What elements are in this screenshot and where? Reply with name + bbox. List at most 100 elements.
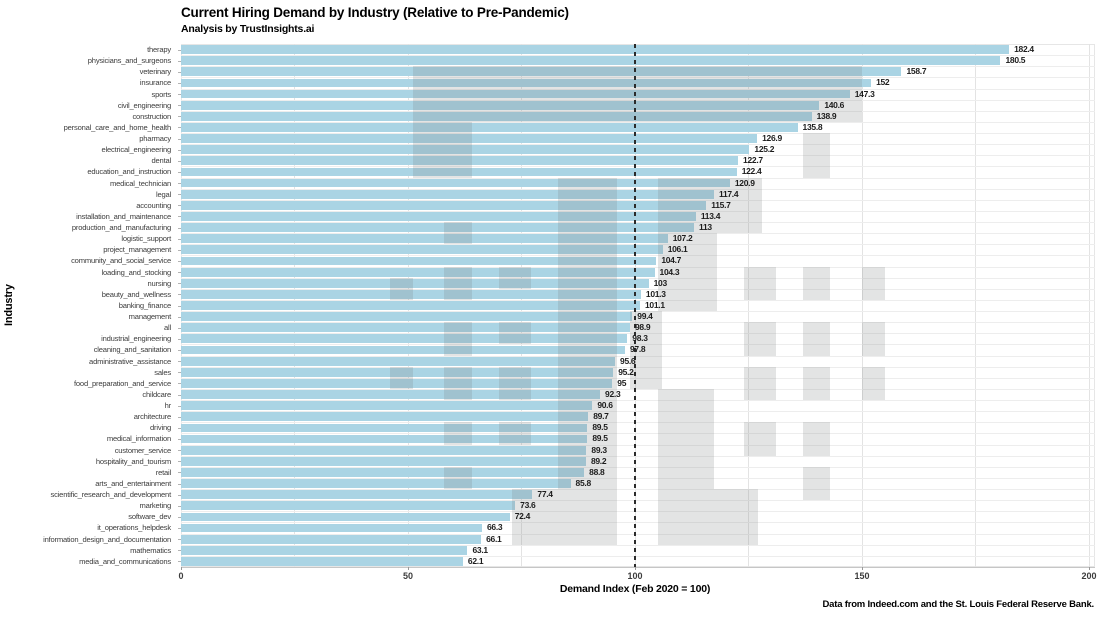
bar-loading_and_stocking <box>181 267 655 277</box>
y-tick <box>178 405 181 407</box>
overlay-box <box>412 121 472 178</box>
y-axis-label-construction: construction <box>132 111 171 121</box>
grid-line-row <box>181 255 1095 257</box>
bar-education_and_instruction <box>181 167 737 177</box>
grid-line-row <box>181 466 1095 468</box>
bar-value-label: 147.3 <box>854 88 875 99</box>
grid-line-row <box>181 99 1095 101</box>
grid-line-row <box>181 77 1095 79</box>
bar-value-label: 97.8 <box>630 344 646 355</box>
x-tick-label-150: 150 <box>854 571 870 581</box>
bar-value-label: 140.6 <box>824 99 845 110</box>
grid-line-row <box>181 177 1095 179</box>
bar-childcare <box>181 390 601 399</box>
bar-food_preparation_and_service <box>181 378 613 388</box>
bar-hr <box>181 401 593 411</box>
bar-value-label: 104.7 <box>661 255 682 266</box>
overlay-box <box>498 422 531 445</box>
overlay-box <box>444 366 472 401</box>
reference-line-100 <box>634 44 636 567</box>
y-axis-label-project_management: project_management <box>103 245 171 255</box>
y-axis-labels: therapy physicians_and_surgeons veterinary… <box>0 44 181 567</box>
overlay-box <box>802 366 831 401</box>
y-tick <box>178 82 181 84</box>
y-tick <box>178 149 181 151</box>
bar-value-label: 89.7 <box>593 411 609 422</box>
grid-line-x-125 <box>748 44 749 567</box>
bar-physicians_and_surgeons <box>181 56 1001 66</box>
bar-value-label: 182.4 <box>1014 44 1034 54</box>
y-tick <box>178 116 181 118</box>
bar-management <box>181 312 633 322</box>
overlay-box <box>862 366 885 401</box>
bar-project_management <box>181 245 663 255</box>
bar-value-label: 62.1 <box>467 555 484 566</box>
grid-line-row <box>181 477 1095 479</box>
y-axis-label-software_dev: software_dev <box>128 512 171 522</box>
bar-value-label: 115.7 <box>711 199 731 210</box>
grid-line-x-200 <box>1088 44 1090 567</box>
y-tick <box>178 49 181 51</box>
bar-value-label: 122.4 <box>741 166 762 177</box>
y-tick <box>178 350 181 351</box>
grid-line-row <box>181 422 1095 424</box>
y-axis-label-nursing: nursing <box>147 278 171 288</box>
grid-line-row <box>181 555 1095 557</box>
overlay-box <box>657 489 758 545</box>
y-tick <box>178 528 181 530</box>
y-axis-label-sports: sports <box>151 89 172 99</box>
grid-line-row <box>181 88 1095 90</box>
bar-value-label: 138.9 <box>816 110 837 121</box>
bar-scientific_research_and_development <box>181 490 533 500</box>
overlay-box <box>657 177 763 234</box>
overlay-box <box>862 322 885 356</box>
y-tick <box>178 160 181 162</box>
bar-software_dev <box>181 512 510 522</box>
grid-line-row <box>181 544 1095 546</box>
grid-line-row <box>181 400 1095 402</box>
overlay-box <box>743 366 776 401</box>
grid-line-row <box>181 355 1095 357</box>
bar-value-label: 89.2 <box>590 455 607 466</box>
x-tick-label-50: 50 <box>402 571 414 581</box>
grid-line-row <box>181 322 1095 324</box>
y-tick <box>178 227 181 229</box>
bar-value-label: 126.9 <box>762 133 782 144</box>
bar-value-label: 88.8 <box>589 466 605 477</box>
y-axis-label-physicians_and_surgeons: physicians_and_surgeons <box>87 56 171 66</box>
bar-it_operations_helpdesk <box>181 523 482 533</box>
y-axis-label-sales: sales <box>154 367 171 377</box>
grid-line-row <box>181 433 1095 435</box>
overlay-box <box>444 322 472 356</box>
y-axis-label-administrative_assistance: administrative_assistance <box>89 356 171 366</box>
bar-cleaning_and_sanitation <box>181 345 625 355</box>
y-axis-label-management: management <box>128 312 172 322</box>
x-tick-50 <box>407 567 409 570</box>
overlay-box <box>862 266 885 300</box>
y-tick <box>178 294 181 296</box>
x-tick-150 <box>861 567 863 570</box>
y-axis-label-education_and_instruction: education_and_instruction <box>87 167 171 177</box>
y-axis-label-cleaning_and_sanitation: cleaning_and_sanitation <box>93 345 172 355</box>
y-tick <box>178 205 181 207</box>
bar-nursing <box>181 278 649 288</box>
bar-value-label: 125.2 <box>754 144 775 155</box>
y-tick <box>178 472 181 474</box>
y-axis-label-banking_finance: banking_finance <box>118 300 172 310</box>
grid-line-row <box>181 311 1095 313</box>
overlay-box <box>444 222 472 245</box>
overlay-box <box>557 177 617 490</box>
y-axis-label-personal_care_and_home_health: personal_care_and_home_health <box>63 122 172 132</box>
y-tick <box>178 194 181 196</box>
y-axis-label-loading_and_stocking: loading_and_stocking <box>101 267 172 277</box>
grid-line-row <box>181 411 1095 413</box>
bar-value-label: 92.3 <box>605 388 621 399</box>
overlay-box <box>389 277 413 300</box>
bar-civil_engineering <box>181 100 820 110</box>
bar-veterinary <box>181 67 902 77</box>
x-tick-0 <box>180 567 182 570</box>
y-tick <box>178 550 181 552</box>
bar-value-label: 90.6 <box>597 400 613 411</box>
y-tick <box>178 249 181 251</box>
